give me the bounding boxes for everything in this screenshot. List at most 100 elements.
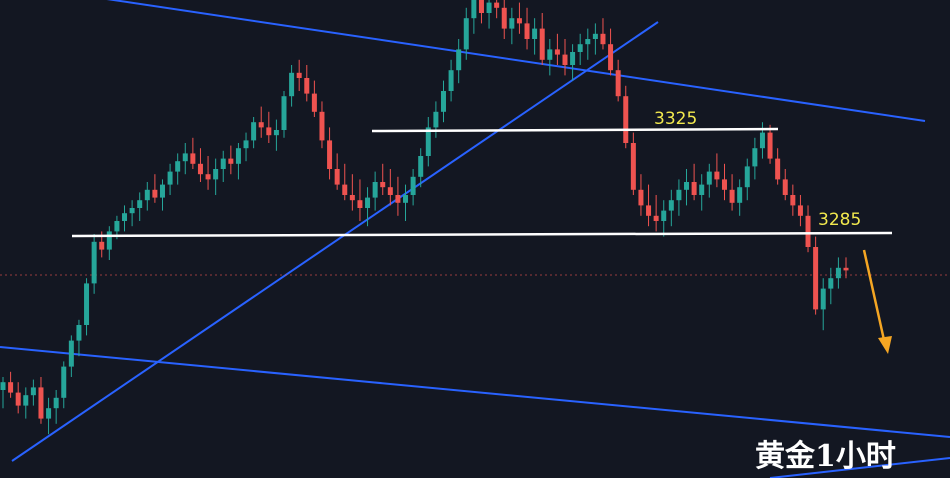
candle-body — [372, 182, 378, 198]
candle-body — [440, 91, 446, 112]
bottom-channel-line — [769, 457, 950, 478]
candle-body — [152, 189, 158, 198]
candle-body — [365, 197, 371, 208]
candle-body — [797, 205, 803, 216]
candle-body — [562, 54, 568, 65]
candles — [0, 0, 849, 435]
candle-body — [84, 283, 90, 325]
candle-body — [623, 96, 629, 143]
candle-body — [752, 148, 758, 167]
candle-body — [137, 200, 143, 208]
candle-body — [684, 182, 690, 190]
candle-body — [342, 184, 348, 195]
candle-body — [615, 70, 621, 97]
candle-body — [585, 39, 591, 45]
candle-body — [516, 18, 522, 24]
candle-body — [471, 0, 477, 19]
candle-body — [813, 247, 819, 310]
candle-body — [425, 127, 431, 156]
candle-body — [122, 213, 128, 221]
candle-body — [228, 158, 234, 164]
upper-channel-line — [106, 0, 926, 122]
candle-body — [653, 215, 659, 221]
candle-body — [478, 0, 484, 14]
candle-body — [243, 140, 249, 149]
candle-body — [281, 96, 287, 130]
candle-body — [448, 70, 454, 91]
candle-body — [547, 49, 553, 60]
candle-body — [190, 153, 196, 164]
candle-body — [676, 189, 682, 201]
candle-body — [646, 205, 652, 216]
candle-body — [357, 200, 363, 208]
lower-channel-line — [0, 346, 950, 438]
candle-body — [311, 93, 317, 112]
candle-body — [714, 171, 720, 180]
candle-body — [820, 288, 826, 310]
candle-body — [76, 325, 82, 341]
candle-body — [699, 184, 705, 195]
candle-body — [395, 195, 401, 203]
level-label-3325: 3325 — [654, 109, 697, 129]
candle-body — [15, 392, 21, 406]
candle-body — [387, 187, 393, 195]
candle-body — [46, 408, 52, 419]
candle-body — [30, 387, 36, 396]
candle-body — [600, 33, 606, 45]
candle-body — [8, 382, 14, 393]
candle-body — [106, 231, 112, 250]
candle-body — [608, 44, 614, 71]
candle-body — [501, 7, 507, 29]
candle-body — [661, 210, 667, 221]
candle-body — [456, 49, 462, 71]
candle-body — [38, 387, 44, 419]
candle-body — [61, 366, 67, 398]
candle-body — [99, 241, 105, 250]
candle-body — [129, 208, 135, 214]
candle-body — [463, 18, 469, 50]
candle-body — [418, 156, 424, 177]
candle-body — [380, 182, 386, 188]
candle-body — [68, 340, 74, 367]
candle-body — [23, 395, 29, 406]
candle-body — [266, 127, 272, 136]
candle-body — [767, 132, 773, 159]
candle-body — [159, 184, 165, 198]
candle-body — [706, 171, 712, 185]
candle-body — [494, 2, 500, 8]
candle-body — [638, 189, 644, 206]
candle-body — [289, 72, 295, 97]
candle-body — [835, 267, 841, 279]
candle-body — [486, 2, 492, 13]
candle-body — [759, 132, 765, 149]
candle-body — [167, 171, 173, 185]
candle-body — [668, 200, 674, 211]
candle-body — [197, 163, 203, 175]
candle-body — [737, 187, 743, 203]
candle-body — [258, 122, 264, 128]
down-arrow — [862, 249, 892, 354]
candle-body — [524, 23, 530, 39]
candle-body — [251, 122, 257, 141]
candle-body — [53, 397, 59, 409]
candle-body — [577, 44, 583, 52]
candle-body — [539, 28, 545, 60]
candle-body — [805, 215, 811, 247]
candle-body — [630, 143, 636, 190]
candle-body — [175, 161, 181, 172]
candle-body — [296, 72, 302, 78]
candle-body — [273, 130, 279, 136]
candle-body — [182, 153, 188, 162]
candle-body — [828, 278, 834, 289]
candle-body — [782, 179, 788, 195]
candle-body — [91, 241, 97, 284]
candle-body — [843, 267, 849, 271]
level-line-3325 — [371, 127, 779, 133]
level-line-3285 — [71, 231, 893, 238]
candle-body — [410, 176, 416, 195]
candle-body — [334, 169, 340, 185]
candle-body — [592, 33, 598, 39]
rising-trendline — [11, 21, 659, 462]
candle-body — [790, 195, 796, 206]
